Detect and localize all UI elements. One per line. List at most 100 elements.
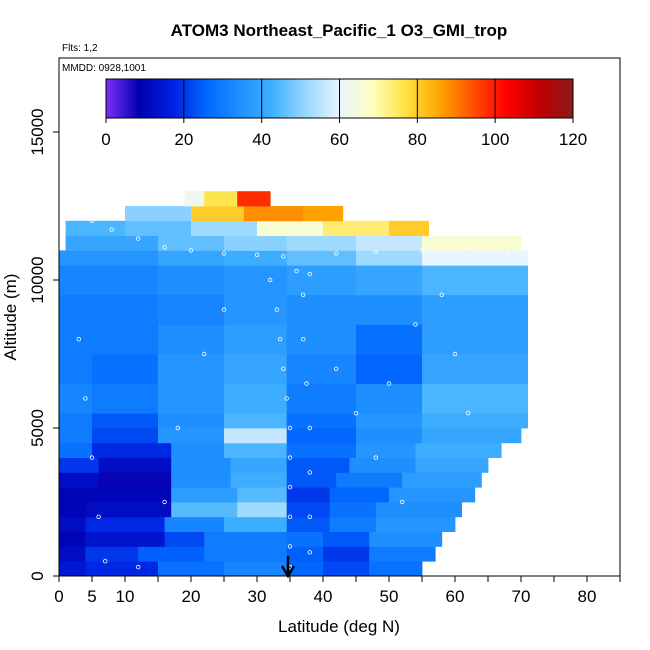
heatmap-cell: [349, 457, 416, 473]
track-point: [274, 307, 279, 312]
colorbar: 0 20 40 60 80 100 120: [101, 78, 587, 149]
heatmap-cell: [356, 235, 423, 251]
y-axis: 0 5000 10000 15000: [28, 108, 59, 581]
heatmap-cell: [224, 250, 288, 266]
x-tick-label: 80: [578, 587, 597, 606]
heatmap-cell: [422, 235, 522, 251]
heatmap-cell: [329, 487, 390, 503]
heatmap-cell: [59, 457, 99, 473]
heatmap-cell: [85, 561, 159, 577]
latitude-marker-arrow: [280, 556, 296, 579]
track-point: [413, 322, 418, 327]
heatmap-cell: [422, 413, 528, 429]
track-point: [287, 485, 293, 490]
track-point: [400, 499, 405, 505]
heatmap-cell: [237, 191, 271, 207]
colorbar-tick-label: 60: [330, 130, 349, 149]
heatmap-cell: [59, 561, 86, 577]
heatmap-cell: [224, 413, 288, 429]
track-point: [373, 249, 378, 255]
heatmap-cell: [286, 442, 357, 458]
heatmap-cell: [92, 294, 159, 325]
heatmap-cell: [286, 383, 357, 414]
x-tick-label: 50: [380, 587, 399, 606]
heatmap-cell: [59, 428, 93, 444]
colorbar-tick-label: 40: [252, 130, 271, 149]
heatmap-cell: [286, 235, 357, 251]
heatmap-cell: [59, 472, 99, 488]
heatmap-cell: [356, 265, 423, 296]
heatmap-cell: [171, 472, 231, 488]
heatmap-cell: [224, 428, 288, 444]
flight-track-points: [76, 218, 510, 570]
heatmap-cell: [85, 546, 139, 562]
heatmap-cell: [59, 442, 93, 458]
x-tick-label: 30: [248, 587, 267, 606]
heatmap-cell: [356, 442, 416, 458]
track-point: [162, 499, 167, 505]
heatmap-cell: [125, 220, 192, 236]
track-point: [334, 366, 339, 371]
heatmap-cell: [224, 324, 288, 355]
track-point: [281, 366, 286, 371]
heatmap-cell: [158, 265, 225, 296]
heatmap-cell: [98, 457, 172, 473]
heatmap-cell: [224, 561, 288, 577]
track-point: [89, 218, 95, 223]
heatmap-cell: [286, 428, 357, 444]
track-point: [334, 251, 339, 256]
x-tick-label: 60: [446, 587, 465, 606]
heatmap-cell: [92, 354, 159, 384]
heatmap-cell: [286, 487, 330, 503]
heatmap-cell: [158, 561, 225, 577]
heatmap-cell: [59, 516, 86, 532]
heatmap-cell: [389, 220, 429, 236]
track-point: [83, 396, 88, 401]
track-point: [102, 559, 108, 564]
track-point: [162, 245, 167, 250]
heatmap-cell: [286, 531, 324, 547]
x-axis-label: Latitude (deg N): [278, 617, 400, 636]
x-tick-label: 20: [182, 587, 201, 606]
heatmap-cell: [286, 472, 337, 488]
heatmap-cell: [369, 531, 443, 547]
heatmap-cell: [286, 546, 324, 562]
track-point: [188, 248, 194, 253]
heatmap-cell: [224, 294, 288, 325]
heatmap-cell: [158, 413, 225, 429]
heatmap-cell: [286, 354, 357, 384]
track-point: [287, 425, 293, 431]
track-point: [466, 411, 471, 416]
x-tick-label: 0: [54, 587, 63, 606]
heatmap-cell: [286, 250, 357, 266]
heatmap-cell: [171, 502, 238, 518]
heatmap-cell: [85, 487, 172, 503]
heatmap-cell: [171, 442, 225, 458]
track-point: [175, 425, 180, 431]
heatmap-cell: [92, 324, 159, 355]
colorbar-tick-label: 0: [101, 130, 110, 149]
colorbar-tick-label: 20: [174, 130, 193, 149]
heatmap-cell: [85, 531, 165, 547]
track-point: [135, 564, 141, 570]
track-point: [386, 381, 392, 386]
heatmap-cell: [59, 546, 86, 562]
heatmap-cell: [243, 206, 304, 222]
heatmap-cell: [224, 235, 288, 251]
heatmap-cell: [286, 516, 330, 532]
heatmap-cell: [65, 220, 126, 236]
track-point: [439, 292, 444, 297]
y-tick-label: 5000: [28, 409, 47, 447]
heatmap-cell: [92, 235, 159, 251]
heatmap-cell: [59, 531, 86, 547]
heatmap-cell: [59, 354, 93, 384]
heatmap-cell: [59, 324, 93, 355]
y-tick-label: 15000: [28, 108, 47, 155]
heatmap-cell: [138, 546, 205, 562]
heatmap-cell: [422, 354, 528, 384]
heatmap-cell: [191, 220, 258, 236]
x-tick-label: 5: [87, 587, 96, 606]
track-point: [109, 227, 114, 232]
heatmap-cell: [59, 487, 86, 503]
